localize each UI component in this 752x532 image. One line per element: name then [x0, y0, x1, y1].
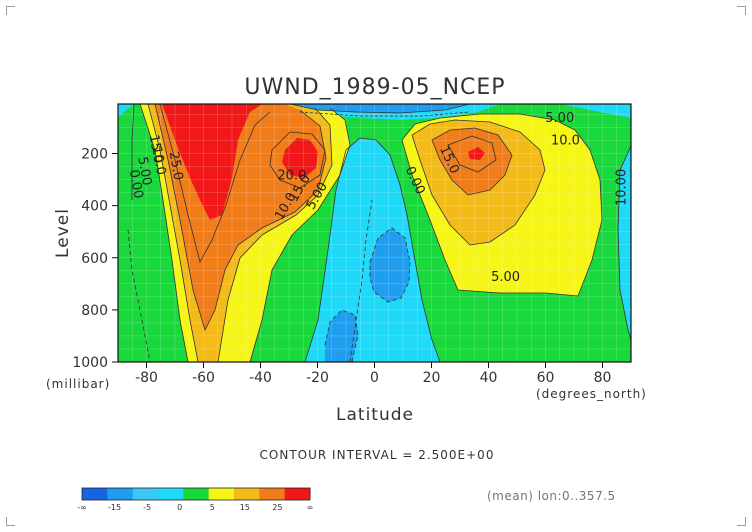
contour-label: 5.00 [134, 156, 154, 187]
contour-label: 15.0 [146, 133, 166, 164]
region-jet-core-right [468, 147, 485, 160]
contour-label: 0.00 [126, 169, 146, 200]
x-tick-label: 0 [370, 370, 379, 386]
crop-mark-bottom-left [6, 517, 15, 526]
x-tick-label: -20 [306, 370, 329, 386]
colorbar-label: -15 [108, 503, 121, 512]
contour-line-10-right [411, 119, 546, 246]
x-tick-label: -60 [192, 370, 215, 386]
y-tick-label: 200 [81, 147, 108, 163]
contour-label: 25.0 [166, 150, 186, 181]
region-tropical-easterly [305, 138, 440, 362]
region-negative-upper [370, 228, 410, 302]
colorbar-label: -∞ [77, 503, 87, 512]
contour-line-negative-upper [369, 227, 411, 303]
contour-line-10-left [147, 103, 199, 363]
contour-line-0-left [131, 103, 135, 200]
colorbar-swatch [183, 488, 210, 500]
contour-label: 20.0 [277, 169, 306, 184]
region-right-15 [432, 128, 512, 195]
colorbar-swatch [208, 488, 235, 500]
contour-line-negative-top [289, 103, 471, 114]
x-tick-label: 40 [480, 370, 498, 386]
contour-label: 10.00 [614, 169, 629, 206]
region-top-left-easterly [118, 104, 134, 118]
x-tick-label: -40 [249, 370, 272, 386]
contour-label: 10.0 [551, 133, 580, 148]
colorbar-label: ∞ [307, 503, 314, 512]
y-axis-label: Level [53, 208, 73, 258]
y-axis-ticks: 200 400 600 800 1000 [72, 147, 118, 371]
colorbar-swatch [284, 488, 311, 500]
crop-mark-top-right [737, 6, 746, 15]
x-axis-label: Latitude [336, 405, 414, 425]
region-top-right-easterly [560, 104, 631, 118]
contour-lines [127, 103, 632, 363]
contour-line-20-right [447, 135, 497, 173]
x-tick-label: 60 [537, 370, 555, 386]
contour-line-15-right [431, 127, 513, 196]
region-right-easterly [618, 146, 631, 340]
contour-line-negative-lower [324, 309, 359, 363]
colorbar-label: 25 [272, 503, 282, 512]
colorbar-swatch [82, 488, 108, 500]
x-tick-label: -80 [135, 370, 158, 386]
contour-line-15-left [154, 103, 327, 332]
colorbar-swatch [158, 488, 184, 500]
contour-interval-text: CONTOUR INTERVAL = 2.500E+00 [260, 448, 495, 462]
contour-label: 10.0 [149, 145, 169, 176]
x-tick-label: 20 [423, 370, 441, 386]
x-tick-label: 80 [594, 370, 612, 386]
contour-line-0-tropics [304, 137, 441, 363]
x-axis-ticks: -80 -60 -40 -20 0 20 40 60 80 [135, 362, 611, 386]
grid-lines [118, 104, 631, 362]
mean-note: (mean) lon:0..357.5 [487, 489, 616, 503]
contour-line-negative-tropics [349, 199, 373, 363]
y-axis-unit: (millibar) [46, 377, 110, 391]
colorbar-label: 5 [210, 503, 215, 512]
colorbar-swatch [234, 488, 260, 500]
colorbar-label: 15 [240, 503, 250, 512]
region-jet-core-left [282, 138, 318, 178]
contour-line-dashed-top-left [299, 111, 471, 117]
colorbar-swatch [132, 488, 159, 500]
y-tick-label: 600 [81, 251, 108, 267]
y-tick-label: 400 [81, 199, 108, 215]
region-negative-lower [325, 310, 358, 362]
colorbar-swatch [107, 488, 134, 500]
contour-line-10-mid [217, 107, 333, 363]
y-tick-label: 800 [81, 303, 108, 319]
colorbar-label: -5 [143, 503, 151, 512]
colorbar-swatch [259, 488, 286, 500]
chart-title: UWND_1989-05_NCEP [244, 75, 505, 100]
colorbar-frame [81, 487, 311, 501]
crop-mark-top-left [6, 6, 15, 15]
contour-label: 5.00 [491, 270, 520, 285]
contour-label: 5.00 [545, 111, 574, 126]
contour-line-20-left [159, 103, 271, 264]
contour-line-5-mid [249, 107, 351, 363]
crop-mark-bottom-right [737, 517, 746, 526]
contour-line-5-right [401, 113, 603, 297]
contour-line-5-left [139, 103, 189, 363]
y-tick-label: 1000 [72, 355, 108, 371]
x-axis-unit: (degrees_north) [536, 387, 647, 401]
contour-line-right-edge [617, 145, 632, 341]
contour-line-20-jet [269, 131, 326, 189]
region-left-25 [162, 104, 262, 220]
contour-line-negative-left [127, 229, 151, 363]
colorbar-label: 0 [177, 503, 182, 512]
colorbar-legend: -∞ -15 -5 0 5 15 25 ∞ [77, 487, 314, 512]
